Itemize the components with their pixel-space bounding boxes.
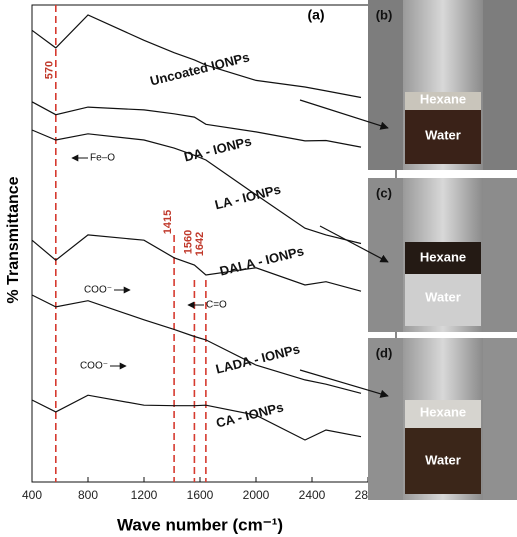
photo-label: (b) [376, 7, 393, 22]
reference-label: 1642 [194, 232, 206, 256]
layer-label: Hexane [420, 249, 466, 264]
panel-label: (a) [307, 7, 324, 23]
reference-label: 1415 [162, 210, 174, 234]
series-label: DALA - IONPs [218, 243, 305, 278]
x-tick-label: 1200 [131, 488, 158, 502]
series-label: LA - IONPs [213, 182, 282, 213]
figure: 4008001200160020002400280057014151560164… [0, 0, 517, 537]
layer-label: Water [425, 452, 461, 467]
layer-label: Water [425, 127, 461, 142]
spectrum [32, 395, 361, 440]
series-label: DA - IONPs [183, 133, 253, 164]
spectrum [32, 15, 361, 98]
annotation: COO⁻ [80, 361, 108, 372]
photo-label: (c) [376, 185, 392, 200]
x-tick-label: 1600 [187, 488, 214, 502]
photo-label: (d) [376, 345, 393, 360]
spectrum [32, 102, 361, 147]
x-tick-label: 2400 [299, 488, 326, 502]
series-label: LADA - IONPs [214, 341, 301, 376]
layer-label: Hexane [420, 404, 466, 419]
layer-label: Water [425, 289, 461, 304]
series-label: CA - IONPs [215, 399, 285, 430]
x-tick-label: 2000 [243, 488, 270, 502]
reference-label: 1560 [182, 230, 194, 254]
series-label: Uncoated IONPs [149, 49, 251, 88]
annotation: Fe–O [90, 153, 115, 164]
x-tick-label: 800 [78, 488, 98, 502]
layer-label: Hexane [420, 91, 466, 106]
spectrum [32, 295, 361, 393]
annotation: C=O [206, 300, 227, 311]
plot-frame [32, 5, 396, 482]
reference-label: 570 [44, 61, 56, 79]
photo-b [368, 0, 517, 170]
y-axis-label: % Transmittance [5, 176, 22, 303]
annotation: COO⁻ [84, 285, 112, 296]
x-axis-label: Wave number (cm⁻¹) [117, 515, 283, 534]
x-tick-label: 400 [22, 488, 42, 502]
